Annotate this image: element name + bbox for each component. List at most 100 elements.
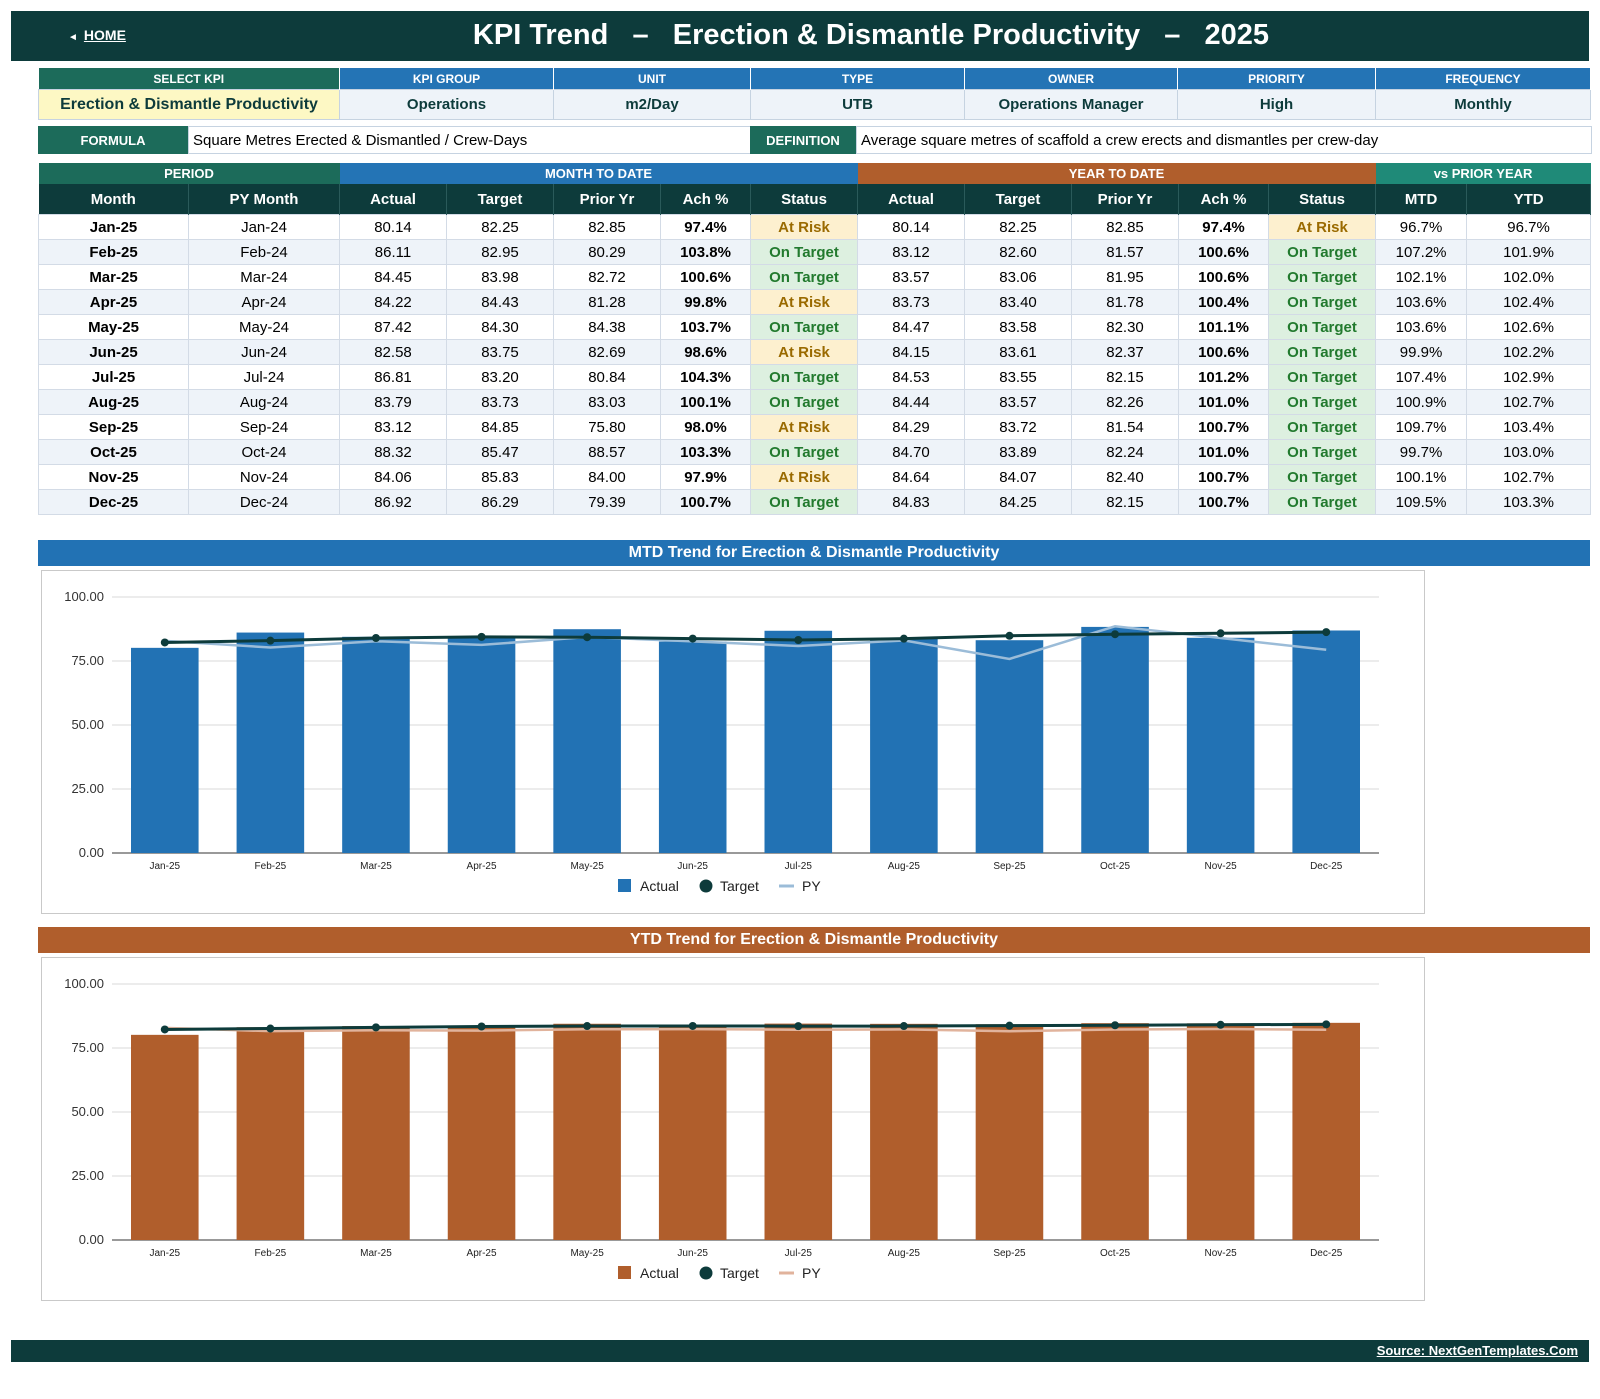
ytd-actual-column-header: Actual <box>857 184 966 215</box>
ytd-status-cell: On Target <box>1268 289 1377 315</box>
mtd-status-cell: On Target <box>749 239 859 265</box>
unit-value: m2/Day <box>553 89 751 120</box>
mtd-status-cell: At Risk <box>749 464 859 490</box>
py-month-cell: Jul-24 <box>188 364 340 390</box>
py-month-cell: Sep-24 <box>188 414 340 440</box>
bar-actual <box>553 629 621 853</box>
priority-value: High <box>1177 89 1376 120</box>
py-line <box>164 624 1327 661</box>
y-tick-label: 50.00 <box>71 1104 104 1119</box>
mtd-actual-cell: 84.45 <box>339 264 447 290</box>
x-tick-label: Oct-25 <box>1100 1248 1130 1259</box>
vs-py-mtd-cell: 99.7% <box>1375 439 1468 465</box>
x-tick-label: Nov-25 <box>1205 1248 1238 1259</box>
y-tick-label: 0.00 <box>79 845 104 860</box>
ytd-prior-yr-cell: 81.95 <box>1071 264 1180 290</box>
mtd-actual-cell: 86.92 <box>339 489 447 515</box>
x-tick-label: Apr-25 <box>467 861 497 872</box>
type-header: TYPE <box>750 68 965 90</box>
table-row: Sep-25 Sep-24 83.12 84.85 75.80 98.0% At Risk 8… <box>38 414 1592 440</box>
ytd-actual-cell: 83.57 <box>857 264 966 290</box>
mtd-target-cell: 85.47 <box>446 439 554 465</box>
ytd-actual-cell: 84.83 <box>857 489 966 515</box>
ytd-status-cell: On Target <box>1268 239 1377 265</box>
ytd-ach-cell: 100.4% <box>1178 289 1270 315</box>
kpi-group-header: KPI GROUP <box>339 68 554 90</box>
x-tick-label: Jan-25 <box>150 1248 181 1259</box>
x-tick-label: May-25 <box>570 861 604 872</box>
x-tick-label: Apr-25 <box>467 1248 497 1259</box>
footer-bar: Source: NextGenTemplates.Com <box>11 1340 1589 1362</box>
ytd-status-cell: On Target <box>1268 389 1377 415</box>
bar-actual <box>236 632 305 853</box>
kpi-group-value: Operations <box>339 89 554 120</box>
py-line <box>164 1026 1327 1033</box>
py-month-cell: Oct-24 <box>188 439 340 465</box>
vs-py-mtd-cell: 107.4% <box>1375 364 1468 390</box>
definition-label: DEFINITION <box>750 126 856 154</box>
x-tick-label: May-25 <box>570 1248 604 1259</box>
legend-target-label: Target <box>720 1265 759 1281</box>
x-tick-label: Jun-25 <box>677 861 708 872</box>
mtd-target-column-header: Target <box>446 184 554 215</box>
period-group-header: PERIOD <box>38 163 340 184</box>
ytd-status-cell: At Risk <box>1268 214 1377 240</box>
bar-actual <box>975 640 1044 853</box>
ytd-ach-cell: 101.0% <box>1178 389 1270 415</box>
home-link[interactable]: ◄ HOME <box>68 27 126 43</box>
ytd-prior-yr-cell: 82.40 <box>1071 464 1180 490</box>
ytd-actual-cell: 84.47 <box>857 314 966 340</box>
y-tick-label: 100.00 <box>64 589 104 604</box>
mtd-chart-svg: 0.00 25.00 50.00 75.00 100.00 Jan-25 Feb-25 Mar… <box>64 589 1379 894</box>
mtd-ach-cell: 103.7% <box>660 314 751 340</box>
source-link[interactable]: Source: NextGenTemplates.Com <box>1376 1343 1578 1358</box>
legend-actual-swatch <box>618 879 631 892</box>
ytd-status-cell: On Target <box>1268 439 1377 465</box>
mtd-prior-yr-cell: 88.57 <box>553 439 661 465</box>
vs-py-mtd-cell: 103.6% <box>1375 289 1468 315</box>
target-marker <box>371 1023 380 1032</box>
py-month-cell: Aug-24 <box>188 389 340 415</box>
py-month-cell: Mar-24 <box>188 264 340 290</box>
month-cell: Feb-25 <box>38 239 189 265</box>
bar-actual <box>1292 630 1360 853</box>
target-marker <box>266 1024 275 1033</box>
ytd-target-cell: 83.40 <box>964 289 1073 315</box>
left-triangle-icon: ◄ <box>68 32 78 43</box>
table-row: May-25 May-24 87.42 84.30 84.38 103.7% On Targ… <box>38 314 1592 340</box>
bar-actual <box>342 1026 410 1240</box>
vs-py-ytd-cell: 102.7% <box>1466 389 1592 415</box>
x-tick-label: Oct-25 <box>1100 861 1130 872</box>
mtd-ach-cell: 103.8% <box>660 239 751 265</box>
bar-actual <box>447 1025 516 1240</box>
kpi-select-dropdown[interactable]: Erection & Dismantle Productivity <box>38 89 340 120</box>
vs-py-ytd-cell: 102.9% <box>1466 364 1592 390</box>
bar-actual <box>236 1027 305 1240</box>
mtd-actual-cell: 86.81 <box>339 364 447 390</box>
mtd-target-cell: 86.29 <box>446 489 554 515</box>
mtd-target-cell: 83.98 <box>446 264 554 290</box>
vs-py-mtd-cell: 99.9% <box>1375 339 1468 365</box>
legend-py-label: PY <box>802 1265 821 1281</box>
target-marker <box>583 633 592 642</box>
bar-actual <box>553 1023 621 1240</box>
ytd-actual-cell: 84.70 <box>857 439 966 465</box>
bar-actual <box>1292 1022 1360 1240</box>
mtd-prior-yr-cell: 80.29 <box>553 239 661 265</box>
ytd-actual-cell: 84.53 <box>857 364 966 390</box>
x-tick-label: Feb-25 <box>255 861 287 872</box>
x-tick-label: Mar-25 <box>360 861 392 872</box>
mtd-actual-cell: 83.12 <box>339 414 447 440</box>
mtd-ach-cell: 100.6% <box>660 264 751 290</box>
mtd-status-cell: At Risk <box>749 339 859 365</box>
vs-py-ytd-cell: 102.4% <box>1466 289 1592 315</box>
legend-actual-label: Actual <box>640 1265 679 1281</box>
month-cell: Sep-25 <box>38 414 189 440</box>
mtd-prior-yr-cell: 83.03 <box>553 389 661 415</box>
table-row: Jun-25 Jun-24 82.58 83.75 82.69 98.6% At Risk 8… <box>38 339 1592 365</box>
mtd-actual-cell: 84.22 <box>339 289 447 315</box>
ytd-ach-cell: 101.2% <box>1178 364 1270 390</box>
ytd-prior-yr-cell: 82.24 <box>1071 439 1180 465</box>
py-month-cell: Jun-24 <box>188 339 340 365</box>
mtd-prior-yr-cell: 81.28 <box>553 289 661 315</box>
